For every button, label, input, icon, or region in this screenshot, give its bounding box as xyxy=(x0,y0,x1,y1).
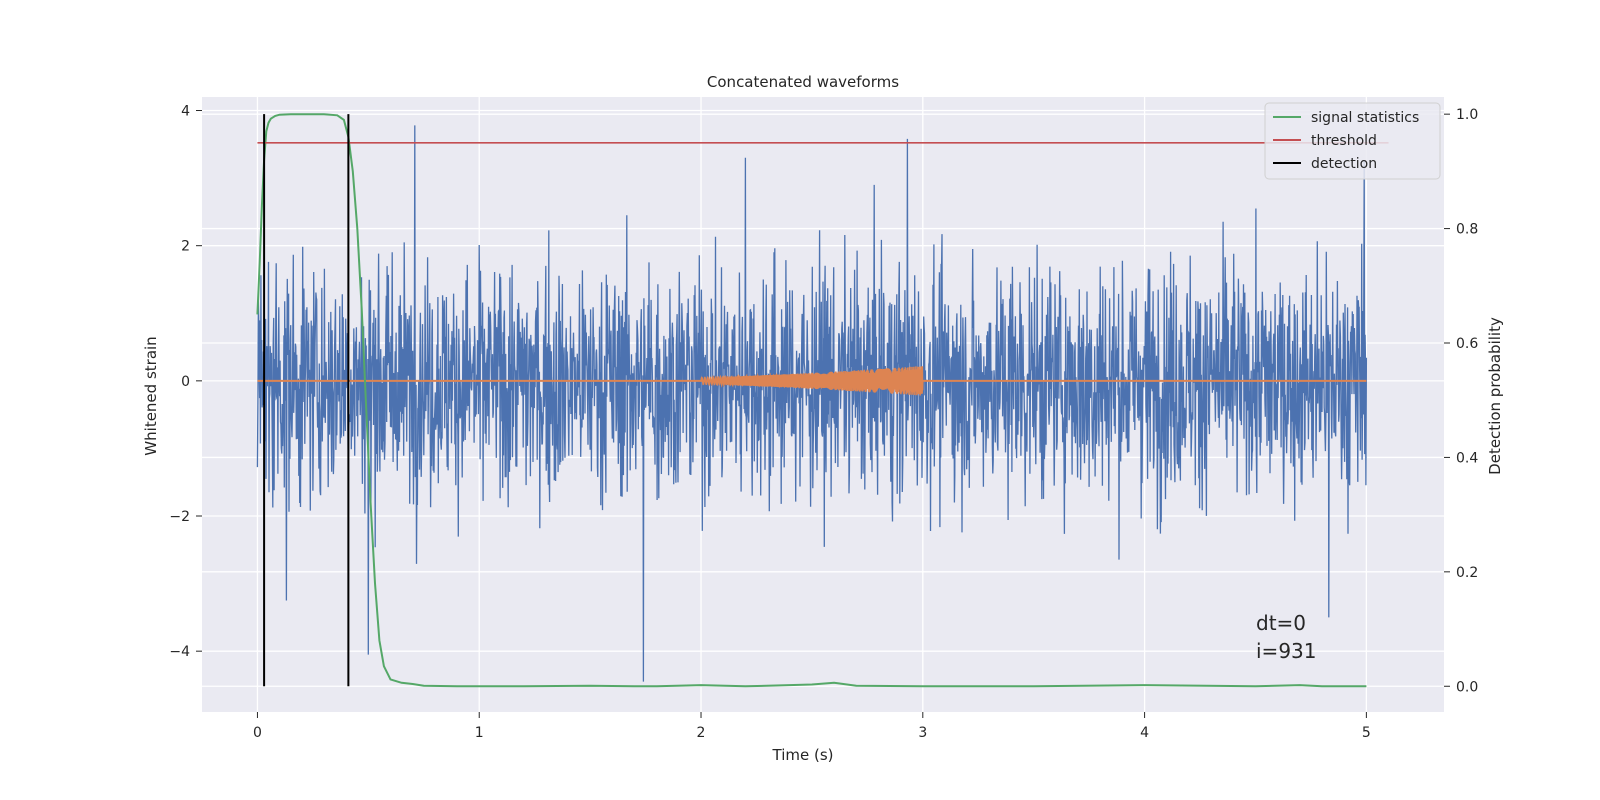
y-left-tick-label: 4 xyxy=(181,104,190,120)
y-right-tick-label: 0.6 xyxy=(1456,336,1478,352)
series-injection-chirp xyxy=(700,366,924,396)
y-left-tick-label: 2 xyxy=(181,239,190,255)
y-axis-label-left: Whitened strain xyxy=(142,336,160,455)
ticks-layer: 0 1 2 3 4 5 −4 −2 0 2 4 0.0 0.2 0.4 0.6 0.8 1.0 xyxy=(169,104,1478,741)
x-tick-label: 5 xyxy=(1362,725,1371,741)
y-right-tick-label: 0.8 xyxy=(1456,222,1478,238)
legend-box xyxy=(1264,102,1441,180)
y-right-tick-label: 0.0 xyxy=(1456,679,1478,695)
legend: signal statistics threshold detection xyxy=(1264,102,1441,180)
y-left-tick-label: 0 xyxy=(181,374,190,390)
annotation-i: i=931 xyxy=(1256,639,1317,663)
series-signal-statistics xyxy=(256,113,1367,688)
y-right-tick-label: 0.4 xyxy=(1456,450,1478,466)
annotation-dt: dt=0 xyxy=(1256,611,1306,635)
x-tick-label: 2 xyxy=(697,725,706,741)
x-tick-label: 0 xyxy=(253,725,262,741)
y-axis-label-right: Detection probability xyxy=(1486,317,1504,475)
legend-label: signal statistics xyxy=(1311,110,1419,126)
legend-label: threshold xyxy=(1311,133,1377,149)
series-layer xyxy=(256,113,1389,688)
series-whitened-strain xyxy=(256,125,1368,682)
y-left-tick-label: −4 xyxy=(169,644,190,660)
x-tick-label: 3 xyxy=(918,725,927,741)
x-tick-label: 4 xyxy=(1140,725,1149,741)
x-axis-label: Time (s) xyxy=(772,746,834,764)
y-left-tick-label: −2 xyxy=(169,509,190,525)
x-tick-label: 1 xyxy=(475,725,484,741)
chart-title: Concatenated waveforms xyxy=(707,73,899,91)
legend-label: detection xyxy=(1311,156,1377,172)
y-right-tick-label: 0.2 xyxy=(1456,565,1478,581)
y-right-tick-label: 1.0 xyxy=(1456,107,1478,123)
